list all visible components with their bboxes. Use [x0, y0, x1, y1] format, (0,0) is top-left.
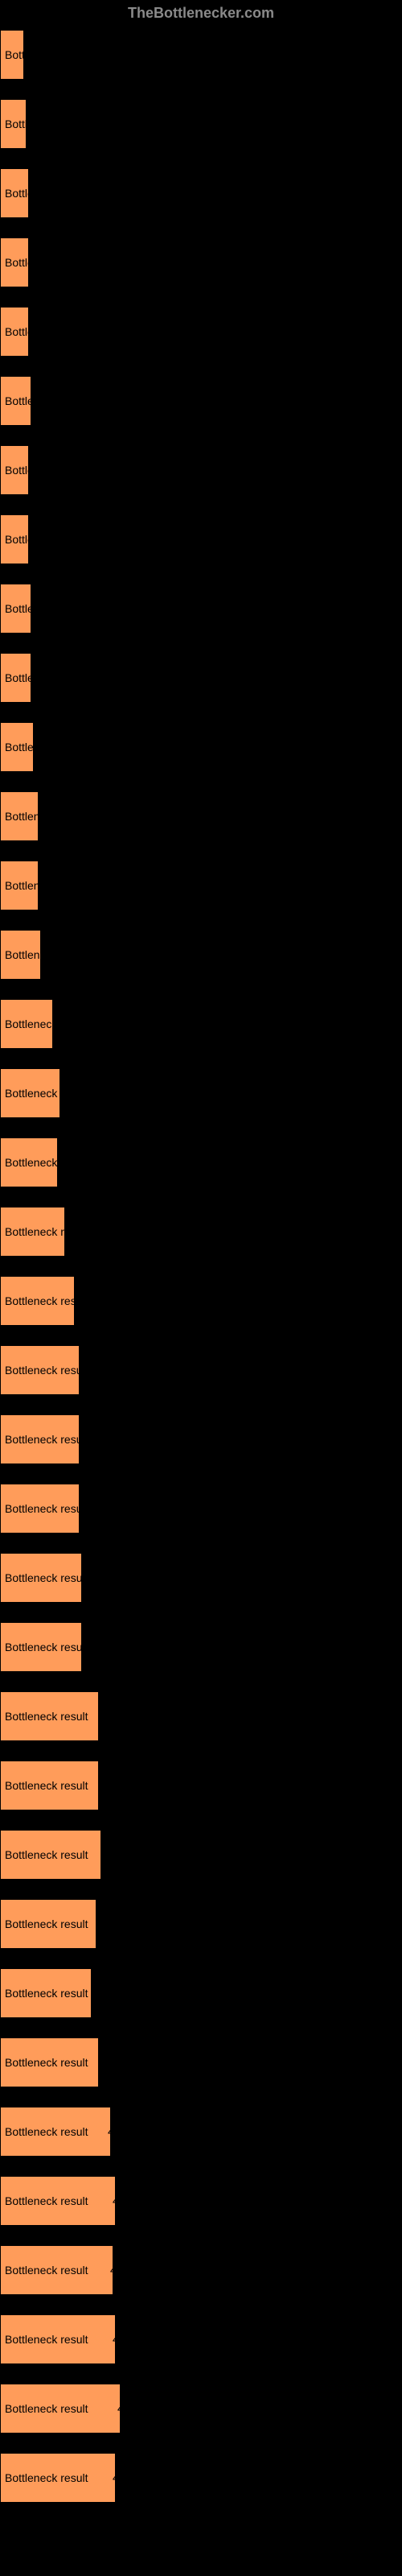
- chart-row: Bottleneck result: [0, 1414, 402, 1464]
- chart-row: Bottleneck: [0, 930, 402, 980]
- chart-row: Bottleno: [0, 237, 402, 287]
- chart-row: Bottleneck result4: [0, 2107, 402, 2157]
- chart-bar: [0, 2245, 113, 2295]
- chart-row: Bottleneck result: [0, 1345, 402, 1395]
- chart-row: Bottleneck result: [0, 1830, 402, 1880]
- chart-row: Bottleneck result: [0, 2037, 402, 2087]
- chart-bar: [0, 1553, 82, 1603]
- chart-bar: [0, 237, 29, 287]
- chart-bar: [0, 1899, 96, 1949]
- bottleneck-bar-chart: Bottle Bottle Bottlen Bottleno Bottlen Bottle…: [0, 30, 402, 2546]
- chart-row: Bottleneck result: [0, 1691, 402, 1741]
- chart-row: Bottleneck result4: [0, 2176, 402, 2226]
- chart-bar: [0, 1345, 80, 1395]
- chart-bar: [0, 722, 34, 772]
- chart-bar: [0, 2453, 116, 2503]
- chart-bar: [0, 653, 31, 703]
- chart-bar: [0, 1414, 80, 1464]
- chart-bar: [0, 2176, 116, 2226]
- chart-row: Bottlene: [0, 376, 402, 426]
- chart-bar: [0, 168, 29, 218]
- chart-row: Bottleneck result: [0, 1553, 402, 1603]
- chart-row: Bottleneck result48: [0, 2314, 402, 2364]
- chart-value-label: 48: [113, 2314, 126, 2364]
- chart-row: Bottleneck result: [0, 1761, 402, 1810]
- site-header: TheBottlenecker.com: [0, 0, 402, 30]
- chart-bar: [0, 1622, 82, 1672]
- chart-row: Bottlenec: [0, 861, 402, 910]
- chart-bar: [0, 376, 31, 426]
- chart-value-label: 4: [113, 2176, 119, 2226]
- chart-bar: [0, 584, 31, 634]
- chart-bar: [0, 1691, 99, 1741]
- chart-row: Bottleneck result: [0, 1484, 402, 1534]
- chart-bar: [0, 1484, 80, 1534]
- chart-row: Bottle: [0, 30, 402, 80]
- chart-row: Bottleneck res: [0, 999, 402, 1049]
- chart-row: Bottle: [0, 99, 402, 149]
- chart-row: Bottleneck result: [0, 1622, 402, 1672]
- chart-row: Bottlen: [0, 445, 402, 495]
- chart-bar: [0, 861, 39, 910]
- chart-row: Bottleneck result: [0, 1276, 402, 1326]
- chart-bar: [0, 2037, 99, 2087]
- chart-bar: [0, 1207, 65, 1257]
- chart-bar: [0, 2384, 121, 2434]
- chart-bar: [0, 1968, 92, 2018]
- site-title: TheBottlenecker.com: [128, 5, 274, 21]
- chart-value-label: 49: [117, 2384, 131, 2434]
- chart-bar: [0, 445, 29, 495]
- chart-row: Bottleneck: [0, 791, 402, 841]
- chart-bar: [0, 1068, 60, 1118]
- chart-value-label: 4: [113, 2453, 119, 2503]
- chart-row: Bottleneck result: [0, 1968, 402, 2018]
- chart-bar: [0, 1137, 58, 1187]
- chart-bar: [0, 999, 53, 1049]
- chart-bar: [0, 514, 29, 564]
- chart-bar: [0, 1276, 75, 1326]
- chart-bar: [0, 930, 41, 980]
- chart-bar: [0, 1761, 99, 1810]
- chart-row: Bottleneck result: [0, 1207, 402, 1257]
- chart-bar: [0, 99, 27, 149]
- chart-row: Bottlene: [0, 653, 402, 703]
- chart-bar: [0, 791, 39, 841]
- chart-bar: [0, 2107, 111, 2157]
- chart-row: Bottlene: [0, 584, 402, 634]
- chart-row: Bottlen: [0, 307, 402, 357]
- chart-row: Bottleneck result49: [0, 2384, 402, 2434]
- chart-bar: [0, 2314, 116, 2364]
- chart-row: Bottleneck result4: [0, 2245, 402, 2295]
- chart-row: Bottleneck result: [0, 1068, 402, 1118]
- chart-bar: [0, 307, 29, 357]
- chart-value-label: 4: [110, 2245, 117, 2295]
- chart-bar: [0, 1830, 101, 1880]
- chart-row: Bottleneck result: [0, 1899, 402, 1949]
- chart-bar: [0, 30, 24, 80]
- chart-row: Bottleneck resu: [0, 1137, 402, 1187]
- chart-row: Bottlen: [0, 514, 402, 564]
- chart-row: Bottleneck result4: [0, 2453, 402, 2503]
- chart-row: Bottlen: [0, 168, 402, 218]
- chart-value-label: 4: [108, 2107, 114, 2157]
- chart-row: Bottlene: [0, 722, 402, 772]
